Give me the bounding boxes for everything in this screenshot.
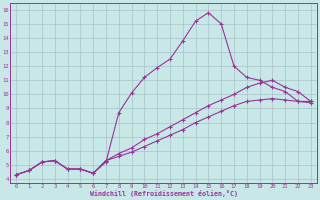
X-axis label: Windchill (Refroidissement éolien,°C): Windchill (Refroidissement éolien,°C) — [90, 190, 237, 197]
